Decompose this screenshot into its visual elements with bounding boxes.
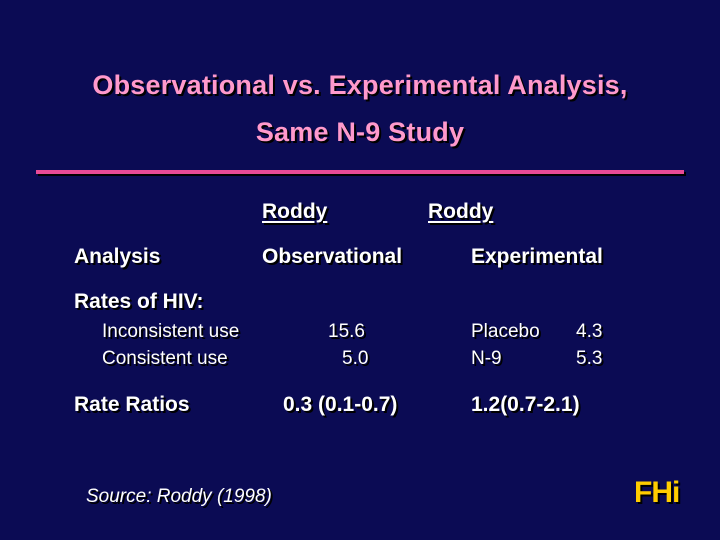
rate-ratios-experimental-value: 1.2(0.7-2.1): [471, 393, 580, 416]
n9-experimental-value: 5.3: [576, 348, 603, 369]
slide-title-line-1: Observational vs. Experimental Analysis,: [92, 70, 628, 100]
experimental-column-head: Roddy: [428, 200, 494, 223]
consistent-use-label: Consistent use: [102, 348, 228, 369]
consistent-use-observational-value: 5.0: [342, 348, 369, 369]
observational-column-label: Observational: [262, 245, 403, 268]
rate-ratios-label: Rate Ratios: [74, 393, 190, 416]
experimental-column-label: Experimental: [471, 245, 603, 268]
observational-column-head: Roddy: [262, 200, 328, 223]
placebo-group-label: Placebo: [471, 321, 540, 342]
placebo-experimental-value: 4.3: [576, 321, 603, 342]
fhi-logo: FHi: [634, 476, 680, 509]
source-citation: Source: Roddy (1998): [86, 486, 272, 507]
title-divider: [36, 170, 684, 174]
inconsistent-use-observational-value: 15.6: [328, 321, 365, 342]
inconsistent-use-label: Inconsistent use: [102, 321, 240, 342]
rate-ratios-observational-value: 0.3 (0.1-0.7): [283, 393, 398, 416]
n9-group-label: N-9: [471, 348, 502, 369]
rates-of-hiv-label: Rates of HIV:: [74, 290, 204, 313]
analysis-label: Analysis: [74, 245, 161, 268]
slide-title-line-2: Same N-9 Study: [255, 117, 465, 147]
